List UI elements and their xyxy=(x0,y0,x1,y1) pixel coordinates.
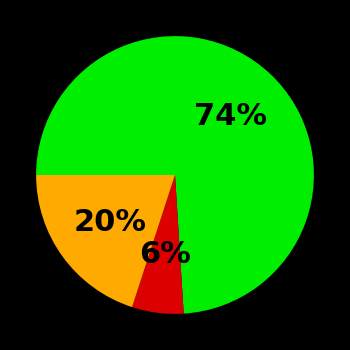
Text: 6%: 6% xyxy=(139,240,191,270)
Text: 74%: 74% xyxy=(194,102,267,131)
Wedge shape xyxy=(132,175,184,314)
Wedge shape xyxy=(36,175,175,307)
Wedge shape xyxy=(36,36,314,314)
Text: 20%: 20% xyxy=(74,208,146,237)
